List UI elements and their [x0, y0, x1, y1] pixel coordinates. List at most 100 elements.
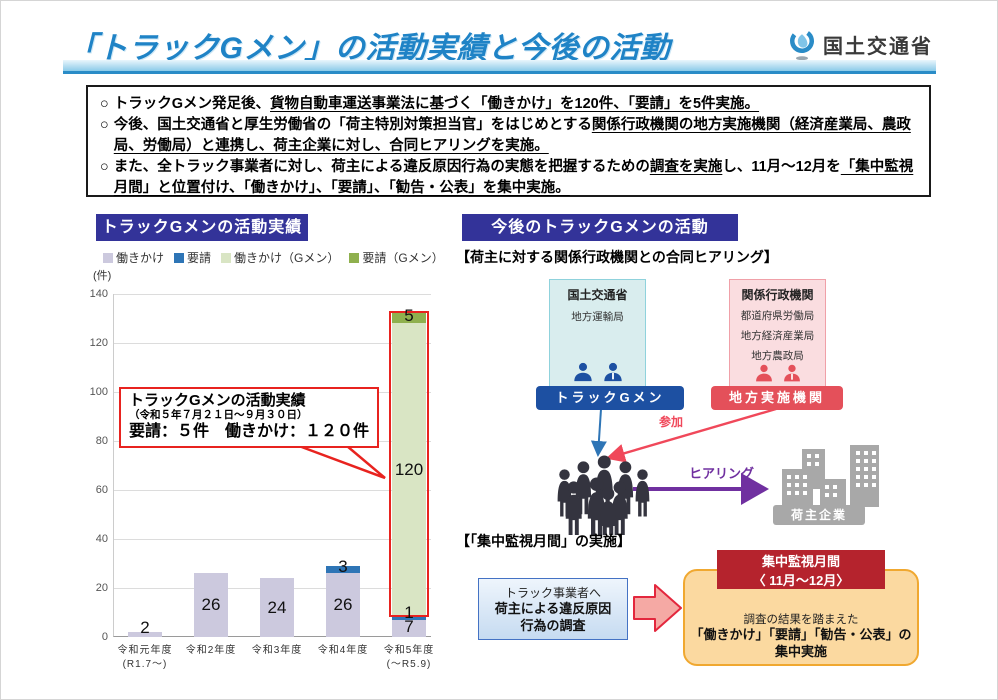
hearing-label: ヒアリング — [689, 466, 755, 481]
monitor-body-2: 「働きかけ」「要請」「勧告・公表」の — [690, 627, 912, 642]
value-label-3: 3 — [338, 557, 348, 577]
person-bust-icon — [603, 362, 622, 382]
legend-label: 働きかけ — [116, 251, 165, 265]
value-label-120: 120 — [394, 460, 424, 480]
monitor-header-2: 〈 11月～12月〉 — [752, 572, 850, 588]
monitor-header-1: 集中監視月間 — [761, 554, 840, 569]
related-org-title: 関係行政機関 — [741, 288, 814, 302]
joint-hearing-section-title: 【荷主に対する関係行政機関との合同ヒアリング】 — [456, 249, 778, 265]
shipper-company-badge: 荷主企業 — [773, 505, 865, 525]
x-category-3: 令和4年度 — [317, 645, 369, 656]
summary-bullet-2: ○ 今後、国土交通省と厚生労働省の「荷主特別対策担当官」をはじめとする関係行政機関… — [100, 115, 919, 157]
legend-swatch — [349, 252, 360, 263]
legend-label: 働きかけ（Gメン） — [234, 251, 340, 265]
monitor-body-1: 調査の結果を踏まえた — [743, 614, 859, 626]
bar-働きかけ-2 — [260, 578, 294, 637]
y-tick-100: 100 — [89, 386, 108, 398]
legend-swatch — [174, 252, 185, 263]
person-bust-icon — [755, 364, 772, 382]
participation-label: 参加 — [659, 415, 684, 429]
gmen-result-callout: トラックGメンの活動実績 （令和５年７月２１日～９月３０日） 要請：５件 働きか… — [119, 387, 379, 448]
legend-item-働きかけ（Gメン）: 働きかけ（Gメン） — [221, 249, 339, 266]
gmen-down-arrow-icon — [590, 408, 607, 457]
value-label-7: 7 — [404, 617, 414, 637]
gridline-40 — [114, 539, 431, 540]
related-org-item-2: 地方経済産業局 — [740, 330, 815, 342]
chart-plot-area: 0 20 40 60 80 100 120 140 令和元年度 (R1.7～) 令和2年度 令和3年度… — [90, 288, 434, 670]
legend-item-要請: 要請 — [174, 249, 211, 266]
bullet-text: 今後、国土交通省と厚生労働省の「荷主特別対策担当官」をはじめとする関係行政機関の… — [113, 116, 911, 154]
buildings-icon — [782, 445, 879, 507]
big-right-arrow-icon — [633, 584, 682, 632]
gridline-140 — [114, 294, 431, 295]
crowd-icon — [557, 455, 650, 535]
right-panel-header: 今後のトラックGメンの活動 — [462, 214, 738, 241]
value-label-26: 26 — [333, 595, 353, 615]
legend-item-働きかけ: 働きかけ — [103, 249, 164, 266]
y-tick-120: 120 — [89, 337, 108, 349]
local-agency-badge: 地方実施機関 — [711, 386, 843, 410]
summary-box: ○ トラックGメン発足後、貨物自動車運送事業法に基づく「働きかけ」を120件、「要… — [86, 85, 931, 197]
mlit-logo: 国土交通省 — [787, 26, 933, 62]
related-org-item-1: 都道府県労働局 — [740, 310, 815, 322]
bullet-marker: ○ — [100, 116, 109, 133]
value-label-5: 5 — [404, 306, 414, 326]
bullet-text: また、全トラック事業者に対し、荷主による違反原因行為の実態を把握するための調査を… — [113, 158, 914, 196]
activity-bar-chart: 0 20 40 60 80 100 120 140 令和元年度 (R1.7～) 令和2年度 令和3年度… — [89, 284, 446, 691]
bar-働きかけ-0 — [128, 632, 162, 637]
summary-bullet-1: ○ トラックGメン発足後、貨物自動車運送事業法に基づく「働きかけ」を120件、「要… — [100, 94, 919, 115]
x-category-4: 令和5年度 (～R5.9) — [383, 645, 435, 670]
monitor-body-3: 集中実施 — [774, 643, 827, 659]
legend-label: 要請 — [187, 251, 212, 265]
mlit-org-title: 国土交通省 — [567, 288, 628, 302]
x-category-0: 令和元年度 (R1.7～) — [117, 645, 173, 670]
bar-働きかけ-1 — [194, 573, 228, 637]
participation-arrow-icon — [605, 407, 777, 463]
gmen-bar-highlight — [389, 311, 429, 618]
legend-swatch — [221, 252, 232, 263]
callout-figures: 要請：５件 働きかけ：１２０件 — [129, 422, 370, 440]
survey-box: トラック事業者へ 荷主による違反原因 行為の調査 — [478, 578, 628, 640]
y-axis-unit-label: (件) — [93, 270, 112, 282]
callout-title: トラックGメンの活動実績 — [129, 392, 306, 409]
related-org-item-3: 地方農政局 — [751, 350, 804, 362]
bullet-marker: ○ — [100, 158, 109, 175]
y-tick-80: 80 — [95, 435, 108, 447]
mlit-org-item: 地方運輸局 — [571, 311, 624, 323]
legend-item-要請（Gメン）: 要請（Gメン） — [349, 249, 444, 266]
person-bust-icon — [783, 364, 800, 382]
monitoring-month-section-title: 【「集中監視月間」の実施】 — [456, 533, 631, 549]
y-tick-0: 0 — [101, 631, 108, 643]
value-label-26: 26 — [201, 595, 221, 615]
legend-label: 要請（Gメン） — [362, 251, 444, 265]
header-divider-band — [63, 60, 936, 74]
related-staff-icons — [730, 363, 825, 383]
truck-gmen-badge: トラックGメン — [536, 386, 684, 410]
bar-要請-4 — [392, 617, 426, 620]
y-tick-140: 140 — [89, 288, 108, 300]
page-title: 「トラックGメン」の活動実績と今後の活動 — [67, 32, 671, 65]
mlit-staff-icons — [550, 361, 645, 383]
x-category-2: 令和3年度 — [251, 645, 303, 656]
y-tick-60: 60 — [95, 484, 108, 496]
x-category-1: 令和2年度 — [185, 645, 237, 656]
legend-swatch — [103, 252, 113, 263]
mlit-logo-text: 国土交通省 — [823, 35, 933, 58]
gridline-120 — [114, 343, 431, 344]
left-panel-header: トラックGメンの活動実績 — [96, 214, 308, 241]
bar-働きかけ-3 — [326, 573, 360, 637]
value-label-24: 24 — [267, 597, 287, 617]
callout-period: （令和５年７月２１日～９月３０日） — [129, 409, 308, 422]
survey-line-1: トラック事業者へ — [504, 586, 601, 600]
mlit-logo-icon — [790, 29, 814, 61]
y-tick-20: 20 — [95, 582, 108, 594]
value-label-2: 2 — [140, 618, 150, 638]
bar-要請（Gメン）-4 — [392, 311, 426, 324]
value-label-1: 1 — [404, 602, 414, 622]
gridline-60 — [114, 490, 431, 491]
survey-line-3: 行為の調査 — [520, 617, 586, 633]
bar-働きかけ（Gメン）-4 — [392, 323, 426, 618]
chart-legend: 働きかけ 要請 働きかけ（Gメン） 要請（Gメン） — [103, 249, 444, 266]
bar-働きかけ-4 — [392, 619, 426, 637]
summary-bullet-3: ○ また、全トラック事業者に対し、荷主による違反原因行為の実態を把握するための調査… — [100, 157, 919, 199]
